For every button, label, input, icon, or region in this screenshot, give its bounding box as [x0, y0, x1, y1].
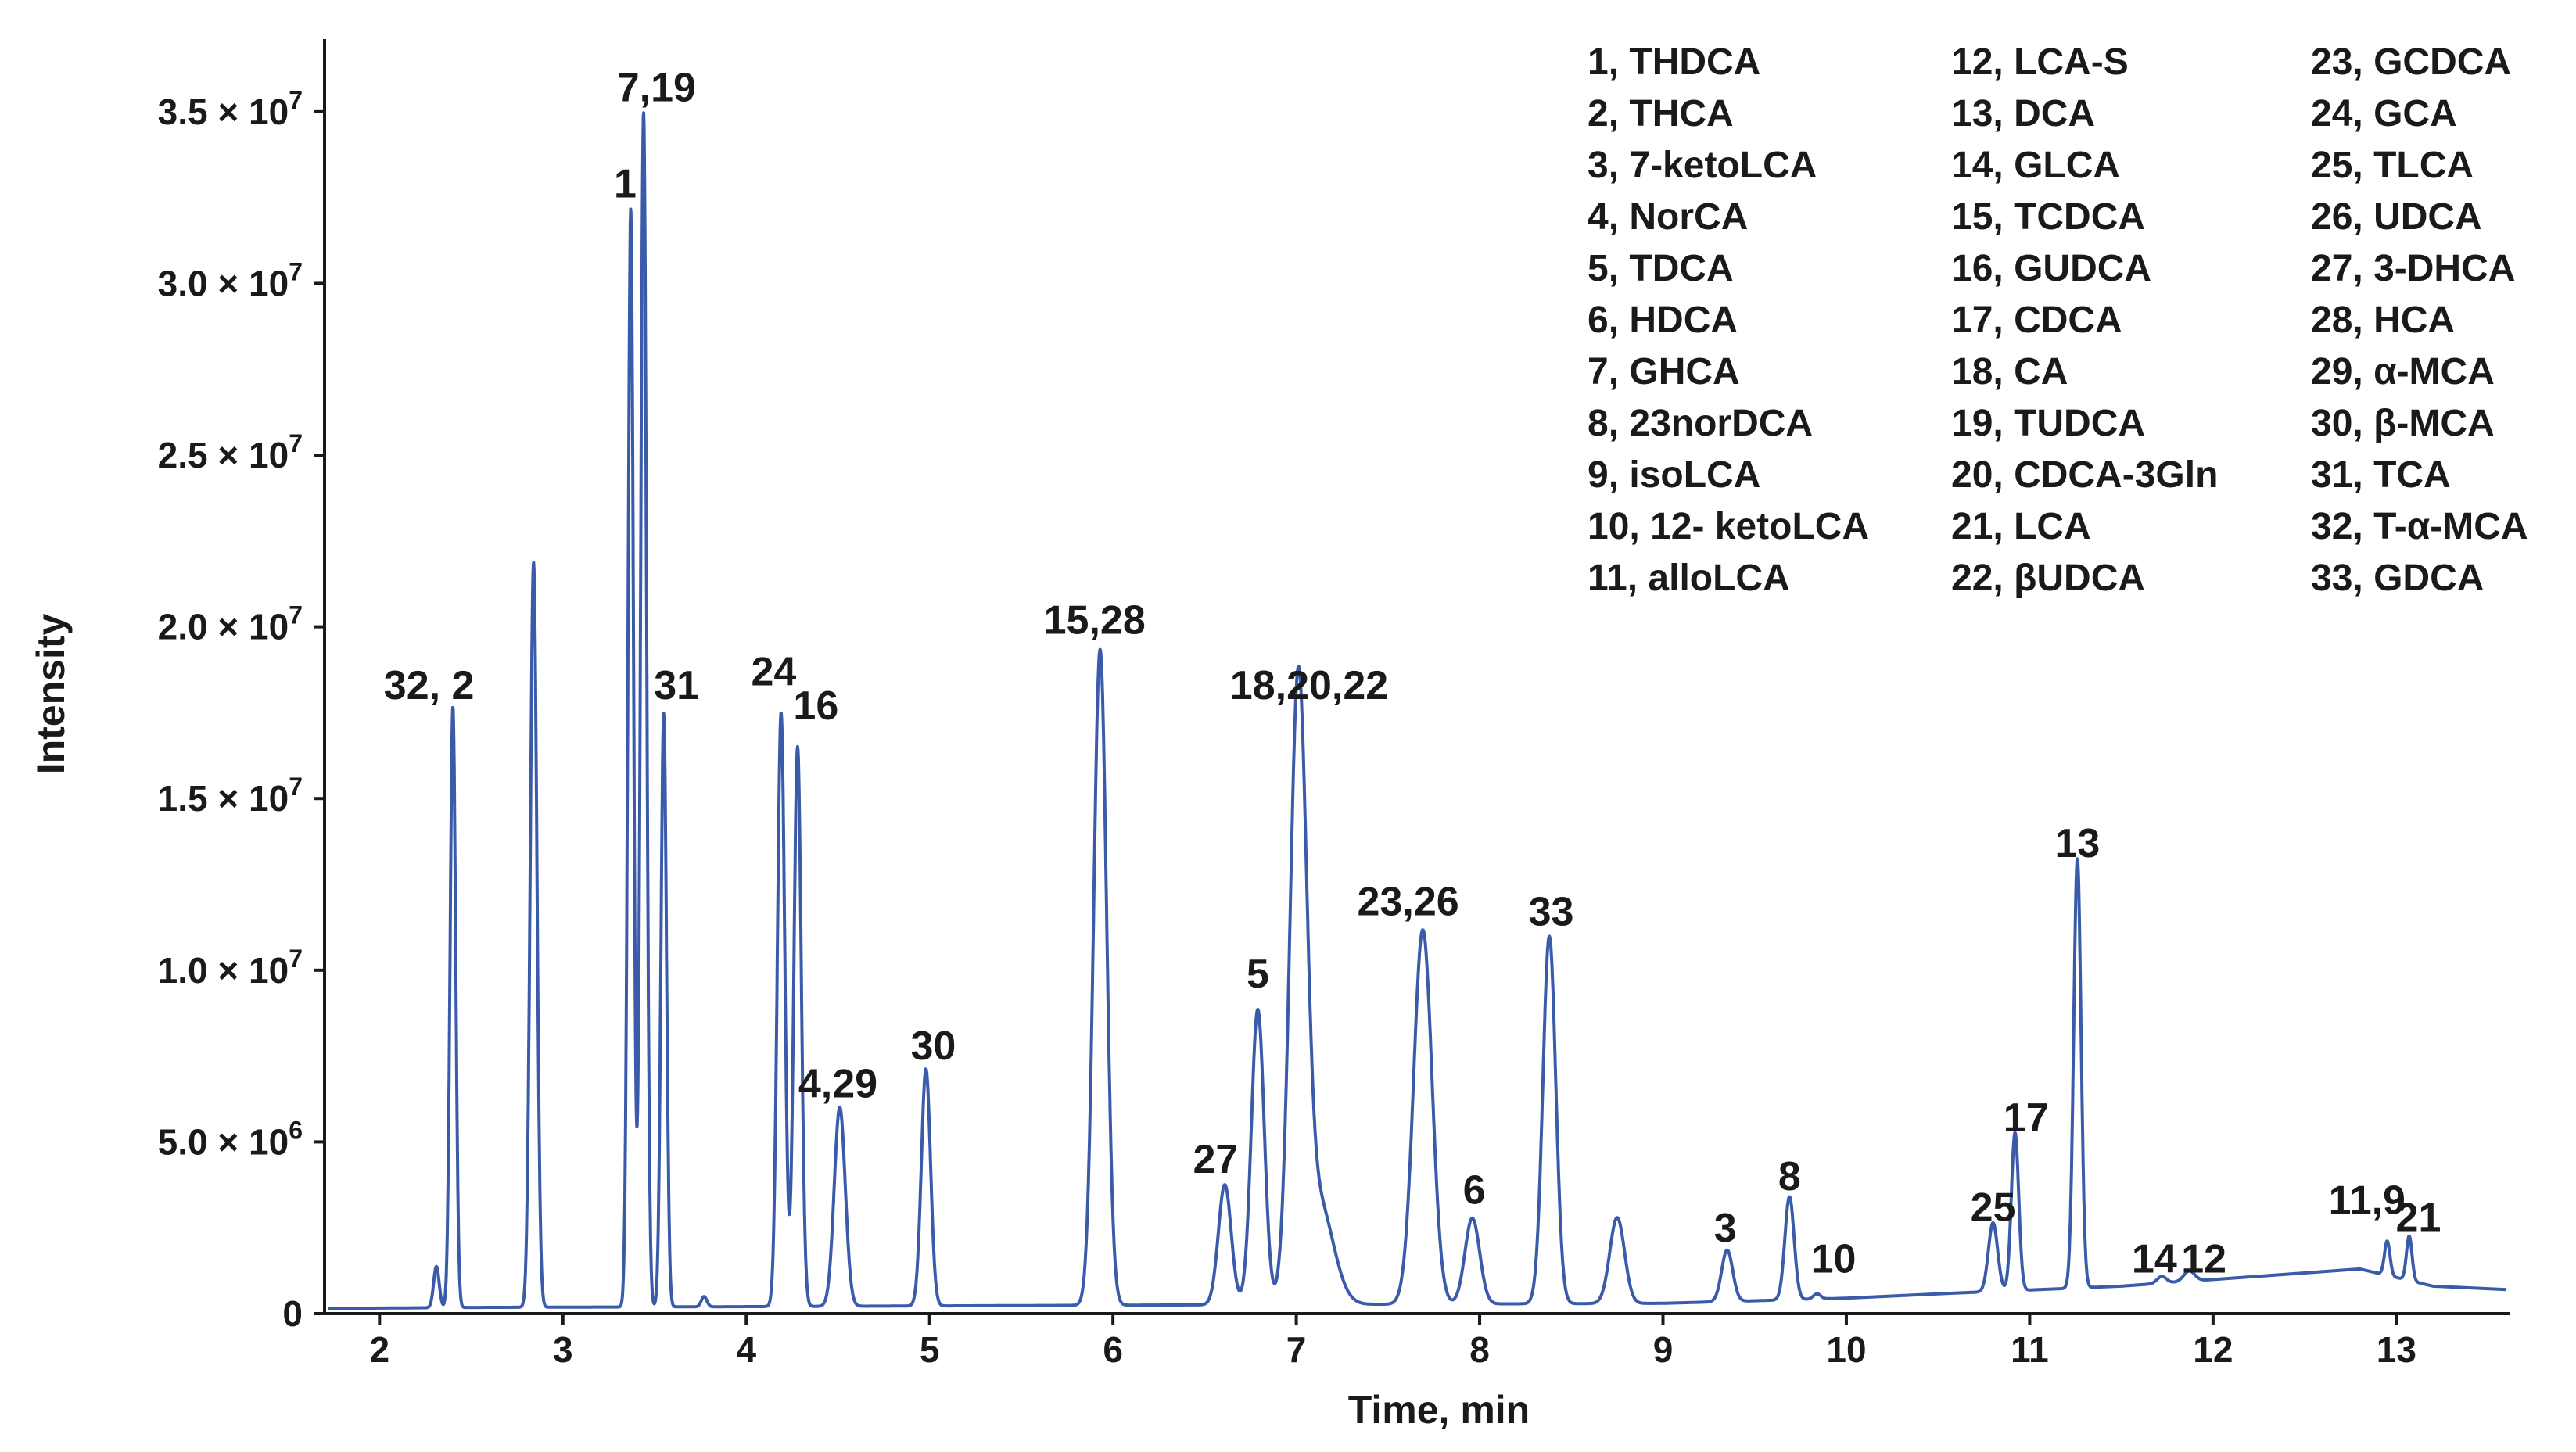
x-tick-label: 11	[2011, 1329, 2049, 1370]
legend-entry: 33, GDCA	[2311, 557, 2484, 599]
legend-entry: 1, THDCA	[1588, 41, 1760, 83]
axes	[323, 39, 2510, 1315]
legend-entry: 28, HCA	[2311, 299, 2455, 341]
legend-entry: 11, alloLCA	[1588, 557, 1790, 599]
y-tick-label: 2.5 × 107	[158, 429, 303, 475]
y-axis-ticks: 0 5.0 × 106 1.0 × 107 1.5 × 107 2.0 × 107 2.5…	[158, 86, 325, 1334]
peak-label: 5	[1247, 952, 1269, 997]
peak-label: 33	[1529, 890, 1574, 935]
legend-entry: 13, DCA	[1951, 93, 2095, 134]
legend-entry: 2, THCA	[1588, 93, 1734, 134]
peak-label: 30	[910, 1024, 956, 1069]
x-axis-title: Time, min	[1348, 1388, 1530, 1432]
y-tick-label: 5.0 × 106	[158, 1116, 303, 1162]
peak-label: 15,28	[1044, 597, 1146, 643]
legend-entry: 10, 12- ketoLCA	[1588, 506, 1869, 547]
legend-entry: 25, TLCA	[2311, 145, 2474, 186]
peak-label: 27	[1193, 1137, 1239, 1182]
legend-entry: 26, UDCA	[2311, 196, 2482, 238]
peak-label: 31	[654, 663, 699, 708]
x-tick-label: 4	[736, 1329, 756, 1370]
peak-label: 13	[2054, 821, 2100, 866]
legend-entry: 32, T-α-MCA	[2311, 506, 2528, 547]
x-axis-ticks: 2 3 4 5 6 7 8 9 10 11 12 13	[370, 1314, 2416, 1370]
x-tick-label: 8	[1469, 1329, 1490, 1370]
chromatogram-trace	[327, 111, 2508, 1310]
legend-entry: 6, HDCA	[1588, 299, 1738, 341]
x-tick-label: 3	[553, 1329, 573, 1370]
legend-entry: 9, isoLCA	[1588, 454, 1760, 496]
legend-entry: 30, β-MCA	[2311, 403, 2495, 444]
x-tick-label: 9	[1653, 1329, 1674, 1370]
x-tick-label: 2	[370, 1329, 390, 1370]
y-tick-label: 1.5 × 107	[158, 773, 303, 819]
x-tick-label: 6	[1103, 1329, 1123, 1370]
y-axis-title: Intensity	[29, 614, 73, 775]
legend-entry: 29, α-MCA	[2311, 351, 2495, 393]
legend-entry: 24, GCA	[2311, 93, 2457, 134]
peak-label: 32, 2	[384, 663, 475, 708]
peak-label: 16	[793, 683, 838, 729]
peak-label: 1	[614, 162, 637, 207]
legend-entry: 7, GHCA	[1588, 351, 1740, 393]
legend-entry: 15, TCDCA	[1951, 196, 2145, 238]
peak-label: 12	[2181, 1236, 2226, 1282]
plot-area	[327, 111, 2508, 1310]
peak-label: 11,9	[2329, 1178, 2406, 1224]
peak-label: 8	[1778, 1154, 1801, 1199]
legend-entry: 20, CDCA-3Gln	[1951, 454, 2218, 496]
peak-label: 23,26	[1358, 880, 1459, 925]
legend-entry: 19, TUDCA	[1951, 403, 2145, 444]
y-tick-label: 0	[282, 1293, 303, 1334]
x-tick-label: 7	[1286, 1329, 1307, 1370]
peak-label: 6	[1463, 1167, 1486, 1213]
y-tick-label: 3.5 × 107	[158, 86, 303, 132]
legend-entry: 12, LCA-S	[1951, 41, 2129, 83]
legend-entry: 5, TDCA	[1588, 248, 1734, 289]
peak-label: 3	[1714, 1206, 1737, 1251]
legend-entry: 21, LCA	[1951, 506, 2091, 547]
peak-label: 14	[2132, 1236, 2177, 1282]
legend-entry: 14, GLCA	[1951, 145, 2120, 186]
legend-entry: 16, GUDCA	[1951, 248, 2151, 289]
legend-entry: 8, 23norDCA	[1588, 403, 1813, 444]
y-tick-label: 3.0 × 107	[158, 257, 303, 303]
legend-entry: 18, CA	[1951, 351, 2068, 393]
legend-entry: 23, GCDCA	[2311, 41, 2511, 83]
x-tick-label: 5	[920, 1329, 940, 1370]
peak-label: 17	[2004, 1095, 2049, 1141]
y-tick-label: 2.0 × 107	[158, 601, 303, 647]
legend-entry: 3, 7-ketoLCA	[1588, 145, 1817, 186]
x-tick-label: 13	[2377, 1329, 2416, 1370]
peak-label: 24	[751, 649, 796, 694]
peak-label: 4,29	[798, 1061, 877, 1106]
peak-label: 10	[1811, 1236, 1857, 1282]
legend: 1, THDCA 2, THCA 3, 7-ketoLCA 4, NorCA 5, TD…	[1588, 41, 2528, 599]
legend-entry: 27, 3-DHCA	[2311, 248, 2515, 289]
peak-label: 7,19	[617, 66, 696, 111]
x-tick-label: 12	[2193, 1329, 2233, 1370]
peak-label: 18,20,22	[1230, 663, 1388, 708]
legend-entry: 31, TCA	[2311, 454, 2451, 496]
legend-entry: 4, NorCA	[1588, 196, 1748, 238]
peak-label: 25	[1971, 1185, 2016, 1230]
peak-label: 21	[2396, 1196, 2441, 1241]
legend-entry: 17, CDCA	[1951, 299, 2122, 341]
y-tick-label: 1.0 × 107	[158, 945, 303, 991]
legend-entry: 22, βUDCA	[1951, 557, 2145, 599]
x-tick-label: 10	[1826, 1329, 1866, 1370]
